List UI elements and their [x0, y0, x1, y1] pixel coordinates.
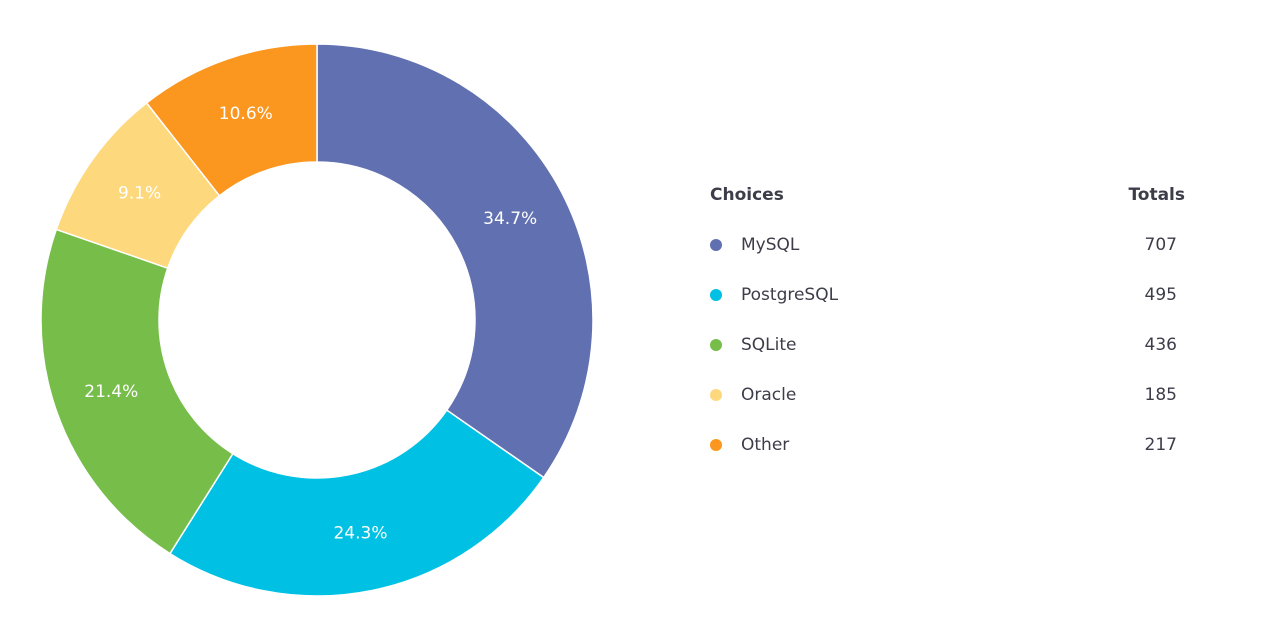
legend-dot: [710, 289, 722, 301]
legend-label: Oracle: [741, 385, 796, 405]
legend-label: Other: [741, 435, 789, 455]
legend-dot: [710, 339, 722, 351]
donut-slice: [168, 409, 545, 597]
donut-slice: [145, 43, 318, 197]
legend-total: 495: [1145, 285, 1177, 305]
slice-label: 21.4%: [84, 382, 138, 402]
donut-slice: [40, 228, 234, 555]
legend-total: 217: [1145, 435, 1177, 455]
slice-label: 9.1%: [118, 183, 161, 203]
legend-total: 707: [1145, 235, 1177, 255]
legend-total: 185: [1145, 385, 1177, 405]
legend-header-choices: Choices: [710, 185, 784, 205]
legend-dot: [710, 389, 722, 401]
legend-label: SQLite: [741, 335, 797, 355]
slice-label: 10.6%: [219, 104, 273, 124]
slice-label: 24.3%: [333, 524, 387, 544]
slice-label: 34.7%: [483, 209, 537, 229]
legend-header-totals: Totals: [1128, 185, 1185, 205]
legend-dot: [710, 439, 722, 451]
legend-label: MySQL: [741, 235, 800, 255]
legend-dot: [710, 239, 722, 251]
donut-slice: [316, 43, 594, 479]
legend-total: 436: [1145, 335, 1177, 355]
legend-label: PostgreSQL: [741, 285, 839, 305]
